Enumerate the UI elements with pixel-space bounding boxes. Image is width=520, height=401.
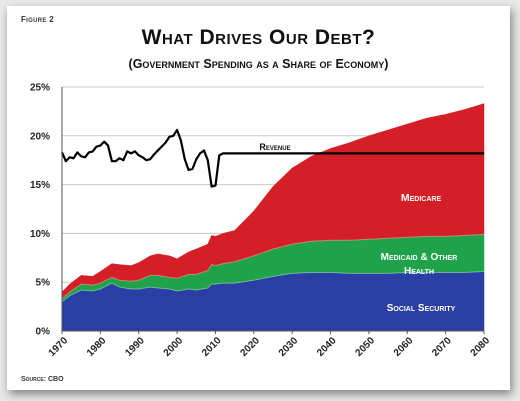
source-note: Source: CBO (21, 376, 64, 383)
x-tick-label: 2000 (162, 335, 186, 359)
social-security-label: Social Security (387, 303, 456, 314)
medicaid-label-line2: Health (404, 266, 434, 277)
y-tick-label: 10% (30, 229, 50, 240)
figure-label: Figure 2 (21, 15, 54, 24)
x-tick-label: 2030 (277, 335, 301, 359)
revenue-line (60, 128, 484, 188)
chart-title: What Drives Our Debt? (141, 26, 376, 49)
revenue-label: Revenue (259, 142, 290, 152)
x-tick-label: 1970 (47, 335, 71, 359)
x-tick-label: 2070 (430, 335, 454, 359)
x-tick-label: 2060 (392, 335, 416, 359)
y-tick-label: 25% (30, 83, 50, 94)
x-tick-label: 1990 (123, 335, 147, 359)
medicare-label: Medicare (401, 192, 442, 204)
x-tick-label: 1980 (85, 335, 109, 359)
x-tick-label: 2050 (354, 335, 378, 359)
band-separator (61, 270, 485, 303)
y-tick-label: 15% (30, 180, 50, 191)
medicaid-label: Medicaid & Other (381, 252, 458, 263)
band-separator (61, 233, 485, 300)
x-tick-label: 2040 (315, 335, 339, 359)
y-tick-label: 20% (30, 131, 50, 142)
x-tick-label: 2080 (469, 335, 493, 359)
y-tick-label: 5% (36, 278, 51, 289)
y-tick-label: 0% (36, 327, 51, 338)
chart-subtitle: (Government Spending as a Share of Econo… (128, 57, 389, 71)
x-tick-label: 2020 (238, 335, 262, 359)
x-tick-label: 2010 (200, 335, 224, 359)
